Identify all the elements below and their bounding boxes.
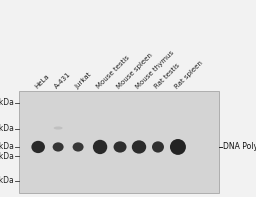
Text: Mouse spleen: Mouse spleen bbox=[116, 52, 154, 90]
Ellipse shape bbox=[93, 140, 107, 154]
Text: A-431: A-431 bbox=[54, 71, 73, 90]
Ellipse shape bbox=[31, 141, 45, 153]
Text: Mouse thymus: Mouse thymus bbox=[135, 49, 175, 90]
Bar bbox=[19, 91, 219, 193]
Text: Mouse testis: Mouse testis bbox=[96, 54, 131, 90]
Text: Rat spleen: Rat spleen bbox=[174, 59, 204, 90]
Text: 70kDa: 70kDa bbox=[0, 98, 15, 107]
Text: Jurkat: Jurkat bbox=[74, 71, 92, 90]
Text: 35kDa: 35kDa bbox=[0, 152, 15, 161]
Text: 40kDa: 40kDa bbox=[0, 142, 15, 151]
Ellipse shape bbox=[54, 126, 63, 130]
Text: 25kDa: 25kDa bbox=[0, 176, 15, 185]
Ellipse shape bbox=[132, 140, 146, 154]
Text: DNA Polymerase beta: DNA Polymerase beta bbox=[223, 142, 256, 151]
Ellipse shape bbox=[73, 142, 84, 151]
Ellipse shape bbox=[152, 141, 164, 153]
Text: 50kDa: 50kDa bbox=[0, 124, 15, 133]
Ellipse shape bbox=[114, 141, 126, 153]
Ellipse shape bbox=[170, 139, 186, 155]
Text: HeLa: HeLa bbox=[34, 73, 51, 90]
Text: Rat testis: Rat testis bbox=[154, 62, 181, 90]
Ellipse shape bbox=[53, 142, 64, 151]
